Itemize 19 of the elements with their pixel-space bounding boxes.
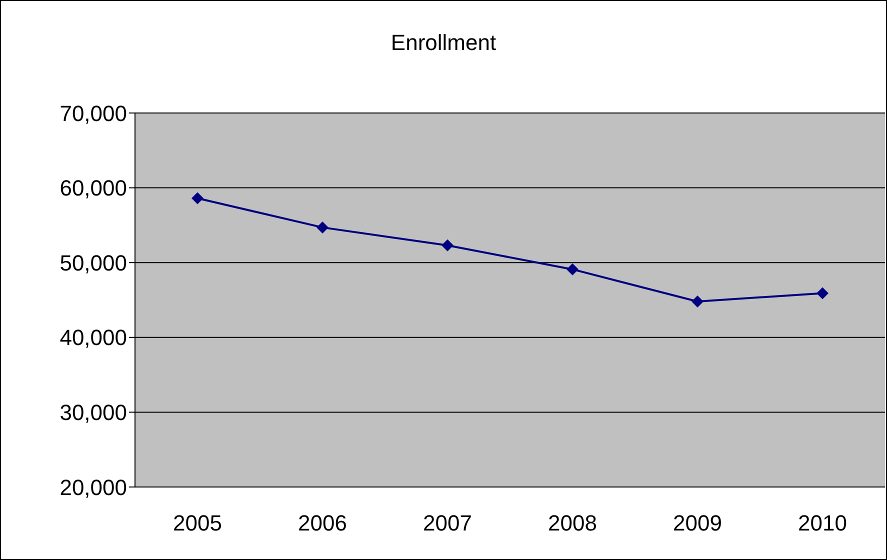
y-tick-label: 50,000 <box>60 250 127 276</box>
point <box>192 192 204 204</box>
y-tick-label: 40,000 <box>60 325 127 350</box>
x-tick-label: 2006 <box>298 510 347 536</box>
point <box>442 239 454 252</box>
point <box>566 263 578 276</box>
y-tick-label: 60,000 <box>60 176 127 201</box>
x-tick-label: 2009 <box>673 510 722 536</box>
y-tick-label: 30,000 <box>60 400 127 426</box>
y-tick-label: 20,000 <box>60 474 127 500</box>
x-tick-label: 2005 <box>173 510 222 536</box>
x-tick-label: 2008 <box>548 510 597 536</box>
chart-title: Enrollment <box>390 30 498 56</box>
x-tick-label: 2007 <box>423 510 472 536</box>
point <box>316 221 328 234</box>
x-tick-label: 2010 <box>798 510 847 536</box>
point <box>816 287 828 300</box>
y-tick-label: 70,000 <box>60 100 127 126</box>
point <box>692 295 704 308</box>
